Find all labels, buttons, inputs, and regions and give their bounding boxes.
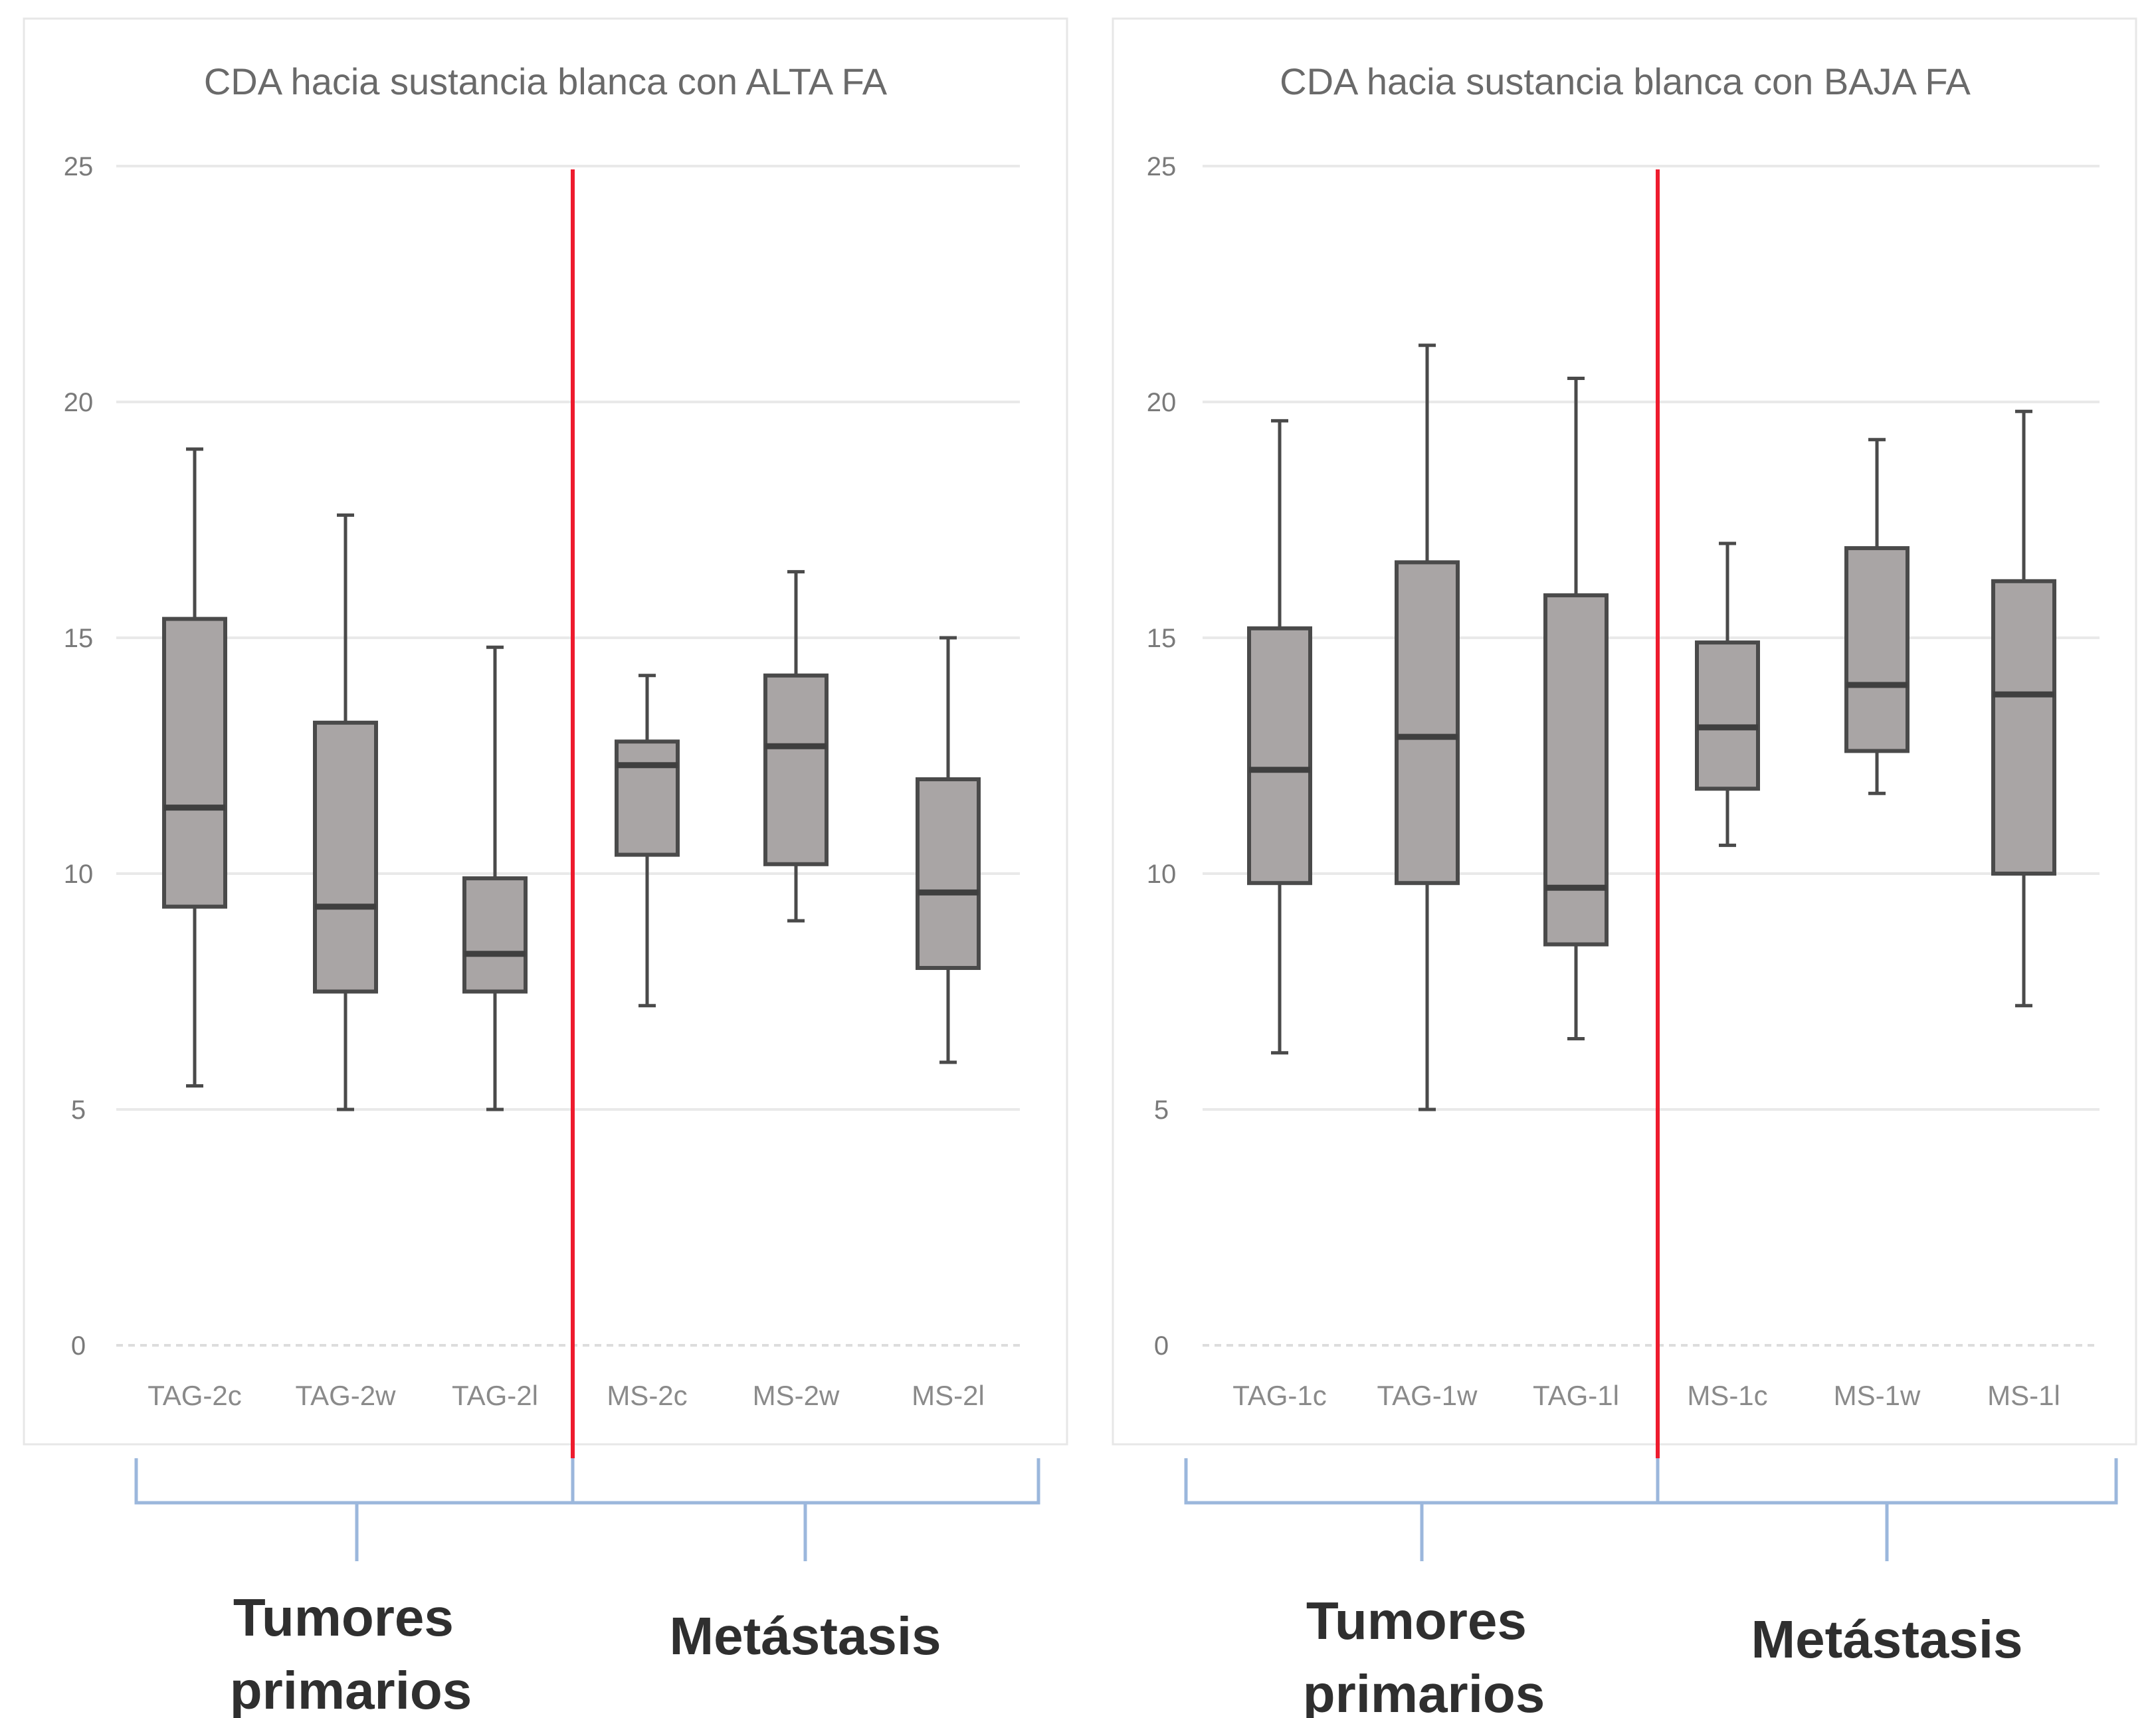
iqr-box: [462, 876, 528, 994]
x-category-label: TAG-1l: [1533, 1380, 1619, 1411]
y-tick-label: 0: [1154, 1331, 1169, 1361]
iqr-box: [313, 720, 378, 994]
chart-frame: [23, 17, 1068, 1446]
group-label-metastases: Metástasis: [669, 1606, 941, 1666]
box-plot-5: [763, 570, 829, 923]
x-category-label: MS-2c: [607, 1380, 687, 1411]
x-category-label: TAG-2l: [452, 1380, 538, 1411]
box-plot-6: [916, 636, 981, 1064]
box-plot-3: [462, 645, 528, 1111]
iqr-box: [763, 673, 829, 866]
y-tick-label: 10: [64, 860, 94, 889]
y-tick-label: 5: [1154, 1096, 1169, 1125]
box-plot-1: [162, 447, 227, 1088]
group-label-primary-tumors: Tumores primarios: [230, 1588, 472, 1718]
x-category-label: TAG-2w: [296, 1380, 397, 1411]
iqr-box: [1543, 593, 1609, 947]
group-label-metastases: Metástasis: [1751, 1610, 2022, 1669]
iqr-box: [162, 617, 227, 909]
box-plot-3: [1543, 377, 1609, 1040]
chart-frame: [1112, 17, 2137, 1446]
iqr-box: [916, 777, 981, 970]
y-axis: 0 5 10 15 20 25: [1147, 152, 1177, 1361]
x-category-label: TAG-1c: [1232, 1380, 1327, 1411]
iqr-box: [1695, 640, 1760, 791]
x-category-label: MS-2w: [753, 1380, 840, 1411]
chart-title: CDA hacia sustancia blanca con ALTA FA: [204, 60, 888, 102]
y-axis: 0 5 10 15 20 25: [64, 152, 94, 1361]
iqr-box: [1991, 579, 2056, 876]
bracket-primary-tumors: [134, 1458, 573, 1561]
boxes: [1247, 343, 2056, 1111]
x-category-label: TAG-2c: [147, 1380, 242, 1411]
y-tick-label: 15: [1147, 624, 1177, 653]
group-label-line: primarios: [230, 1661, 472, 1718]
box-plot-6: [1991, 409, 2056, 1008]
iqr-box: [1247, 626, 1312, 886]
x-category-label: MS-2l: [912, 1380, 985, 1411]
boxes: [162, 447, 981, 1111]
group-label-line: Tumores: [1306, 1591, 1527, 1650]
box-plot-5: [1844, 438, 1910, 795]
x-axis: TAG-2c TAG-2w TAG-2l MS-2c MS-2w MS-2l: [147, 1380, 985, 1411]
gridlines: [1203, 165, 2100, 1347]
y-tick-label: 0: [71, 1331, 86, 1361]
bracket-primary-tumors: [1184, 1458, 1658, 1561]
group-label-primary-tumors: Tumores primarios: [1303, 1591, 1545, 1718]
box-plot-2: [1395, 343, 1460, 1111]
y-tick-label: 20: [1147, 388, 1177, 417]
x-category-label: MS-1c: [1687, 1380, 1767, 1411]
iqr-box: [615, 739, 680, 857]
y-tick-label: 25: [64, 152, 94, 181]
x-category-label: MS-1w: [1834, 1380, 1921, 1411]
iqr-box: [1844, 546, 1910, 753]
chart-low-fa: CDA hacia sustancia blanca con BAJA FA 0…: [1112, 17, 2137, 1718]
x-category-label: MS-1l: [1987, 1380, 2060, 1411]
iqr-box: [1395, 560, 1460, 886]
bracket-metastases: [1656, 1458, 2118, 1561]
y-tick-label: 20: [64, 388, 94, 417]
y-tick-label: 25: [1147, 152, 1177, 181]
x-axis: TAG-1c TAG-1w TAG-1l MS-1c MS-1w MS-1l: [1232, 1380, 2060, 1411]
box-plot-2: [313, 513, 378, 1111]
gridlines: [116, 165, 1020, 1347]
group-label-line: Tumores: [233, 1588, 454, 1647]
y-tick-label: 15: [64, 624, 94, 653]
x-category-label: TAG-1w: [1377, 1380, 1478, 1411]
box-plot-4: [615, 674, 680, 1008]
chart-high-fa: CDA hacia sustancia blanca con ALTA FA 0…: [23, 17, 1068, 1718]
group-label-line: primarios: [1303, 1664, 1545, 1718]
y-tick-label: 5: [71, 1096, 86, 1125]
y-tick-label: 10: [1147, 860, 1177, 889]
chart-title: CDA hacia sustancia blanca con BAJA FA: [1280, 60, 1971, 102]
box-plot-4: [1695, 541, 1760, 847]
box-plot-1: [1247, 419, 1312, 1055]
bracket-metastases: [571, 1458, 1040, 1561]
